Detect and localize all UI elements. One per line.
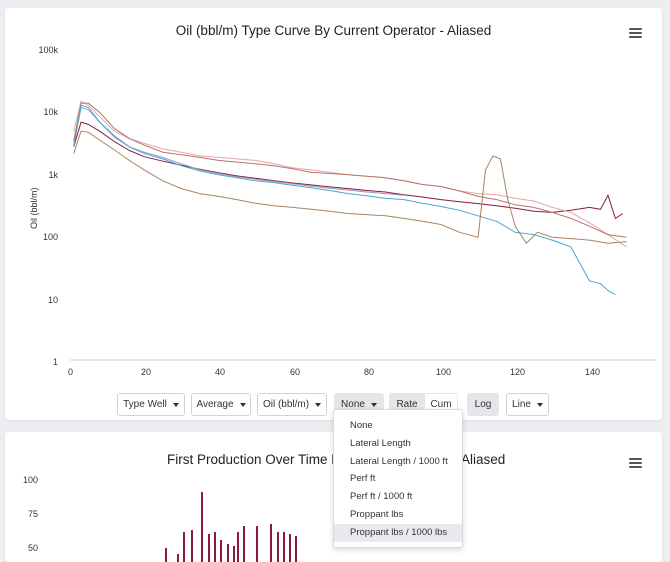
menu-item-lateral-length[interactable]: Lateral Length — [350, 437, 411, 449]
series-line-6 — [73, 130, 627, 244]
type-well-select[interactable]: Type Well — [117, 393, 185, 416]
chart2-bar-8 — [220, 540, 222, 562]
chart2-title-right: Aliased — [461, 452, 506, 467]
series-line-3 — [73, 100, 627, 248]
chart2-bar-3 — [183, 532, 185, 562]
chart2-bar-6 — [208, 534, 210, 562]
chart2-bar-1 — [165, 548, 167, 562]
chart-menu-icon[interactable] — [629, 28, 642, 38]
chart2-bar-2 — [177, 554, 179, 562]
aggregate-select[interactable]: Average — [191, 393, 251, 416]
chart-title: Oil (bbl/m) Type Curve By Current Operat… — [175, 23, 492, 38]
chart2-bar-16 — [283, 532, 285, 562]
series-line-1 — [73, 121, 624, 220]
x-tick-140: 140 — [585, 367, 601, 377]
menu-item-perf-ft[interactable]: Perf ft — [350, 473, 376, 485]
y-tick-1: 1 — [52, 357, 58, 367]
chart2-bar-9 — [227, 544, 229, 562]
series-line-5 — [73, 104, 616, 296]
chart2-y-tick-100: 100 — [22, 475, 38, 485]
normalize-menu: None Lateral Length Lateral Length / 100… — [333, 409, 463, 548]
chart2-bar-13 — [256, 526, 258, 562]
x-tick-60: 60 — [290, 367, 301, 377]
stream-select[interactable]: Oil (bbl/m) — [257, 393, 327, 416]
chart2-bar-17 — [289, 534, 291, 562]
series-line-4 — [73, 102, 627, 238]
menu-item-lateral-length-per-1000[interactable]: Lateral Length / 1000 ft — [350, 455, 448, 467]
x-tick-80: 80 — [364, 367, 375, 377]
x-tick-40: 40 — [215, 367, 226, 377]
chart2-bar-7 — [214, 532, 216, 562]
menu-item-proppant-lbs[interactable]: Proppant lbs — [350, 508, 404, 520]
chart2-y-tick-75: 75 — [27, 509, 38, 519]
chart2-title-left: First Production Over Time B — [167, 452, 341, 467]
chart2-bar-12 — [243, 526, 245, 562]
chart2-bar-11 — [237, 532, 239, 562]
chart2-bar-5 — [201, 492, 203, 562]
chart2-bar-4 — [191, 530, 193, 562]
first-production-plot — [165, 492, 297, 562]
chart-type-select[interactable]: Line — [506, 393, 549, 416]
y-tick-100: 100 — [42, 232, 58, 242]
chart2-bar-18 — [295, 536, 297, 562]
y-tick-1k: 1k — [48, 170, 58, 180]
x-tick-0: 0 — [68, 367, 74, 377]
menu-item-none[interactable]: None — [350, 420, 373, 431]
x-tick-20: 20 — [141, 367, 152, 377]
chart2-bar-15 — [277, 532, 279, 562]
y-tick-100k: 100k — [38, 45, 58, 55]
x-tick-100: 100 — [436, 367, 452, 377]
series-line-2 — [73, 106, 404, 196]
x-tick-120: 120 — [510, 367, 526, 377]
menu-item-proppant-per-1000[interactable]: Proppant lbs / 1000 lbs — [334, 523, 462, 542]
chart2-y-tick-50: 50 — [27, 543, 38, 553]
chart2-bar-14 — [270, 524, 272, 562]
y-tick-10: 10 — [47, 295, 58, 305]
type-curve-plot — [70, 100, 655, 361]
chart2-bar-10 — [233, 546, 235, 562]
type-curve-card: Oil (bbl/m) Type Curve By Current Operat… — [5, 8, 662, 420]
y-tick-10k: 10k — [43, 107, 58, 117]
chart2-menu-icon[interactable] — [629, 458, 642, 468]
log-button[interactable]: Log — [467, 393, 499, 416]
menu-item-perf-ft-per-1000[interactable]: Perf ft / 1000 ft — [350, 491, 413, 503]
